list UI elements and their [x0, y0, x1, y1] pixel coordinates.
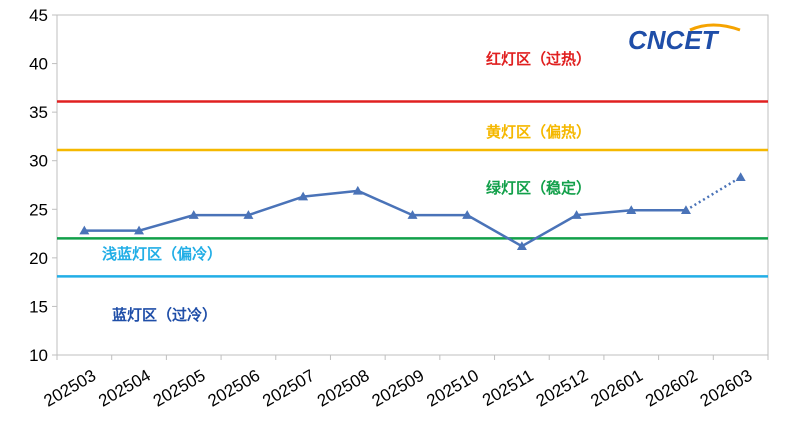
data-point-triangle	[516, 241, 527, 250]
data-point-triangle	[571, 210, 582, 219]
data-point-triangle	[298, 191, 309, 201]
x-tick-label: 202510	[423, 366, 482, 411]
data-point-triangle	[462, 210, 473, 219]
zone-label-blue: 蓝灯区（过冷）	[112, 306, 217, 324]
zone-label-light-blue: 浅蓝灯区（偏冷）	[102, 245, 222, 263]
x-tick-label: 202601	[587, 366, 646, 411]
logo-swoosh-icon	[689, 23, 741, 32]
x-tick-label: 202504	[95, 366, 154, 411]
y-tick-label: 25	[29, 200, 48, 219]
data-point-triangle	[626, 205, 637, 215]
data-point-triangle	[134, 225, 145, 235]
zone-label-red: 红灯区（过热）	[486, 50, 591, 68]
y-tick-label: 30	[29, 152, 48, 171]
zone-lines	[57, 100, 768, 278]
zone-label-yellow: 黄灯区（偏热）	[486, 123, 591, 141]
y-tick-label: 10	[29, 346, 48, 365]
cncet-logo: CNCET	[628, 23, 741, 55]
x-tick-label: 202508	[314, 366, 373, 411]
x-tick-label: 202507	[259, 366, 318, 411]
y-axis: 10 15 20 25 30 35 40 45	[29, 6, 57, 365]
x-tick-label: 202506	[205, 366, 264, 411]
data-point-triangle	[243, 210, 254, 219]
x-tick-label: 202512	[533, 366, 592, 411]
series-line-solid	[84, 189, 686, 248]
data-point-triangle	[352, 185, 363, 195]
logo-text: CNCET	[628, 25, 720, 55]
y-tick-label: 20	[29, 249, 48, 268]
x-tick-label: 202511	[479, 366, 537, 410]
series-line	[79, 172, 746, 250]
x-tick-label: 202503	[41, 366, 100, 411]
x-tick-label: 202603	[697, 366, 756, 411]
zone-label-green: 绿灯区（稳定）	[486, 179, 591, 197]
plot-area	[56, 14, 769, 356]
y-tick-label: 15	[29, 297, 48, 316]
y-tick-label: 45	[29, 6, 48, 25]
series-line-projected	[685, 176, 742, 212]
y-tick-label: 35	[29, 103, 48, 122]
x-axis: 2025032025042025052025062025072025082025…	[41, 355, 769, 411]
data-point-triangle	[79, 225, 90, 235]
data-point-triangle	[680, 205, 691, 215]
x-tick-label: 202602	[642, 366, 701, 411]
x-tick-label: 202505	[150, 366, 209, 411]
y-tick-label: 40	[29, 55, 48, 74]
x-tick-label: 202509	[369, 366, 428, 411]
data-point-triangle	[407, 210, 418, 219]
data-point-triangle	[188, 210, 199, 219]
data-point-triangle	[735, 172, 746, 181]
